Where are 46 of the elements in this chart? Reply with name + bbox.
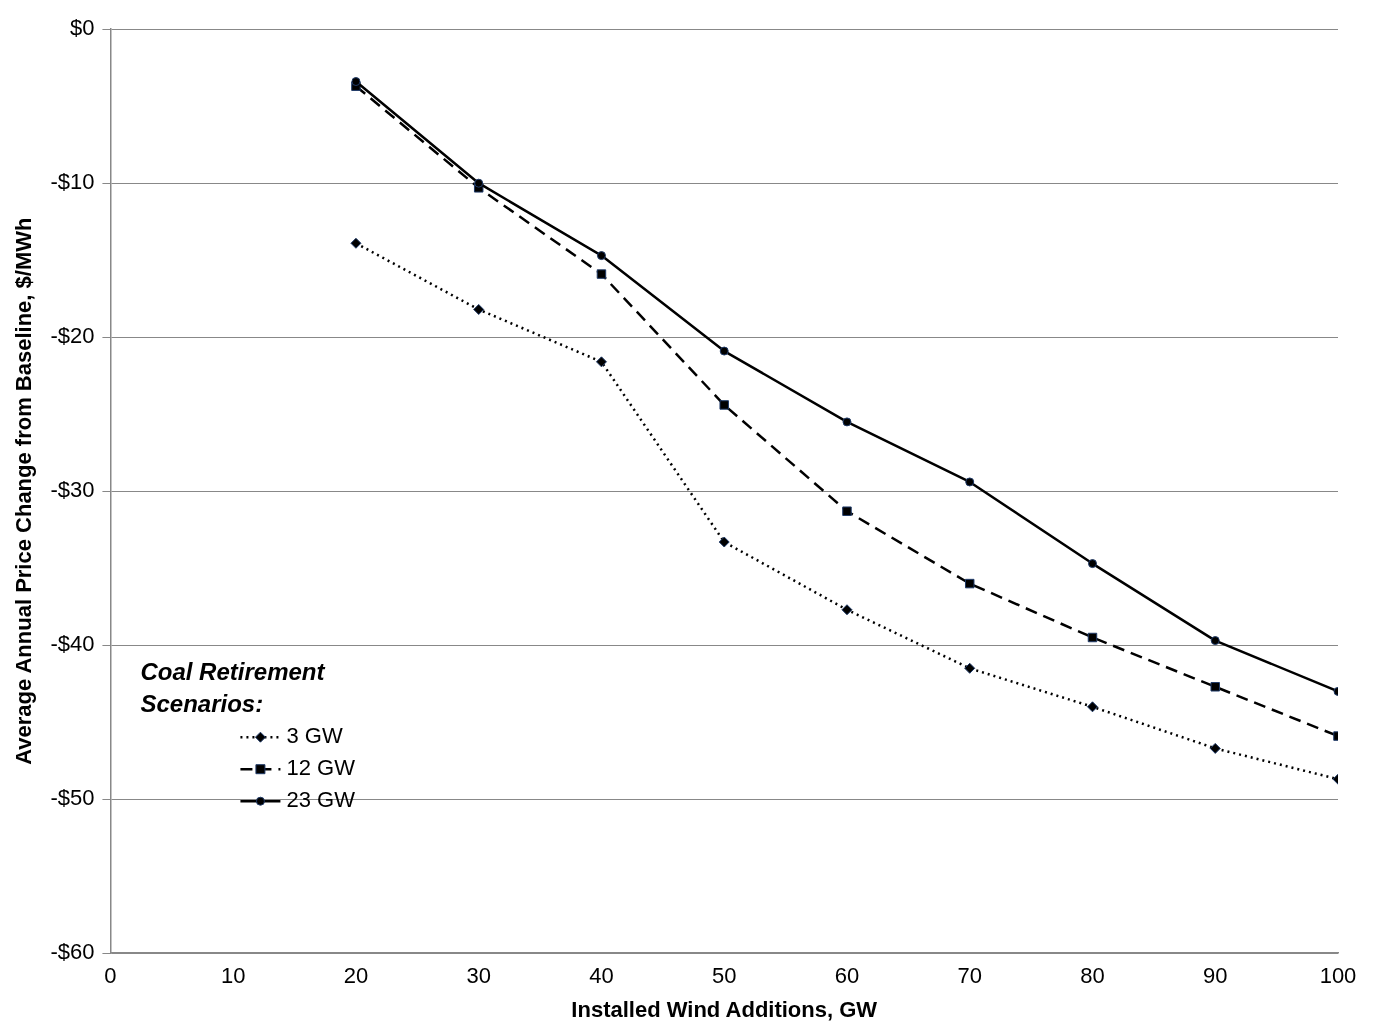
y-tick-label: $0 [69,15,95,41]
x-tick-label: 100 [1319,963,1357,989]
x-tick-label: 70 [957,963,982,989]
y-tick-label: -$40 [50,631,95,657]
point [1087,559,1097,569]
point [1210,636,1220,646]
x-tick-label: 40 [589,963,614,989]
point [474,178,484,188]
y-tick-label: -$50 [50,785,95,811]
x-tick-label: 10 [220,963,246,989]
point [596,251,606,261]
y-tick-label: -$20 [50,323,95,349]
legend-title: Coal Retirement Scenarios: [140,657,326,717]
y-tick-label: -$30 [50,477,95,503]
y-axis-title: Average Annual Price Change from Baseline, $/MWh [11,217,37,765]
y-tick-label: -$10 [50,169,95,195]
point [718,536,730,548]
x-tick-label: 80 [1080,963,1105,989]
point [965,477,975,487]
point [964,578,975,589]
point [1086,701,1098,713]
point [596,269,607,279]
point [1210,682,1220,692]
x-tick-label: 20 [343,963,369,989]
point [350,237,362,249]
y-tick-label: -$60 [50,939,95,965]
point [473,303,485,315]
legend-label: 12 GW [286,755,356,781]
point [1209,742,1221,754]
x-axis-title: Installed Wind Additions, GW [571,996,878,1022]
point [719,400,729,410]
point [1087,632,1098,643]
point [842,506,852,516]
legend-label: 3 GW [286,723,343,749]
x-tick-label: 50 [711,963,737,989]
point [719,346,729,356]
x-tick-label: 90 [1203,963,1228,989]
point [842,417,852,427]
x-tick-label: 60 [834,963,860,989]
point [595,356,607,368]
point [964,662,976,674]
point [351,77,361,87]
x-tick-label: 0 [104,963,117,989]
point [841,604,853,616]
legend-label: 23 GW [286,787,356,813]
x-tick-label: 30 [466,963,491,989]
